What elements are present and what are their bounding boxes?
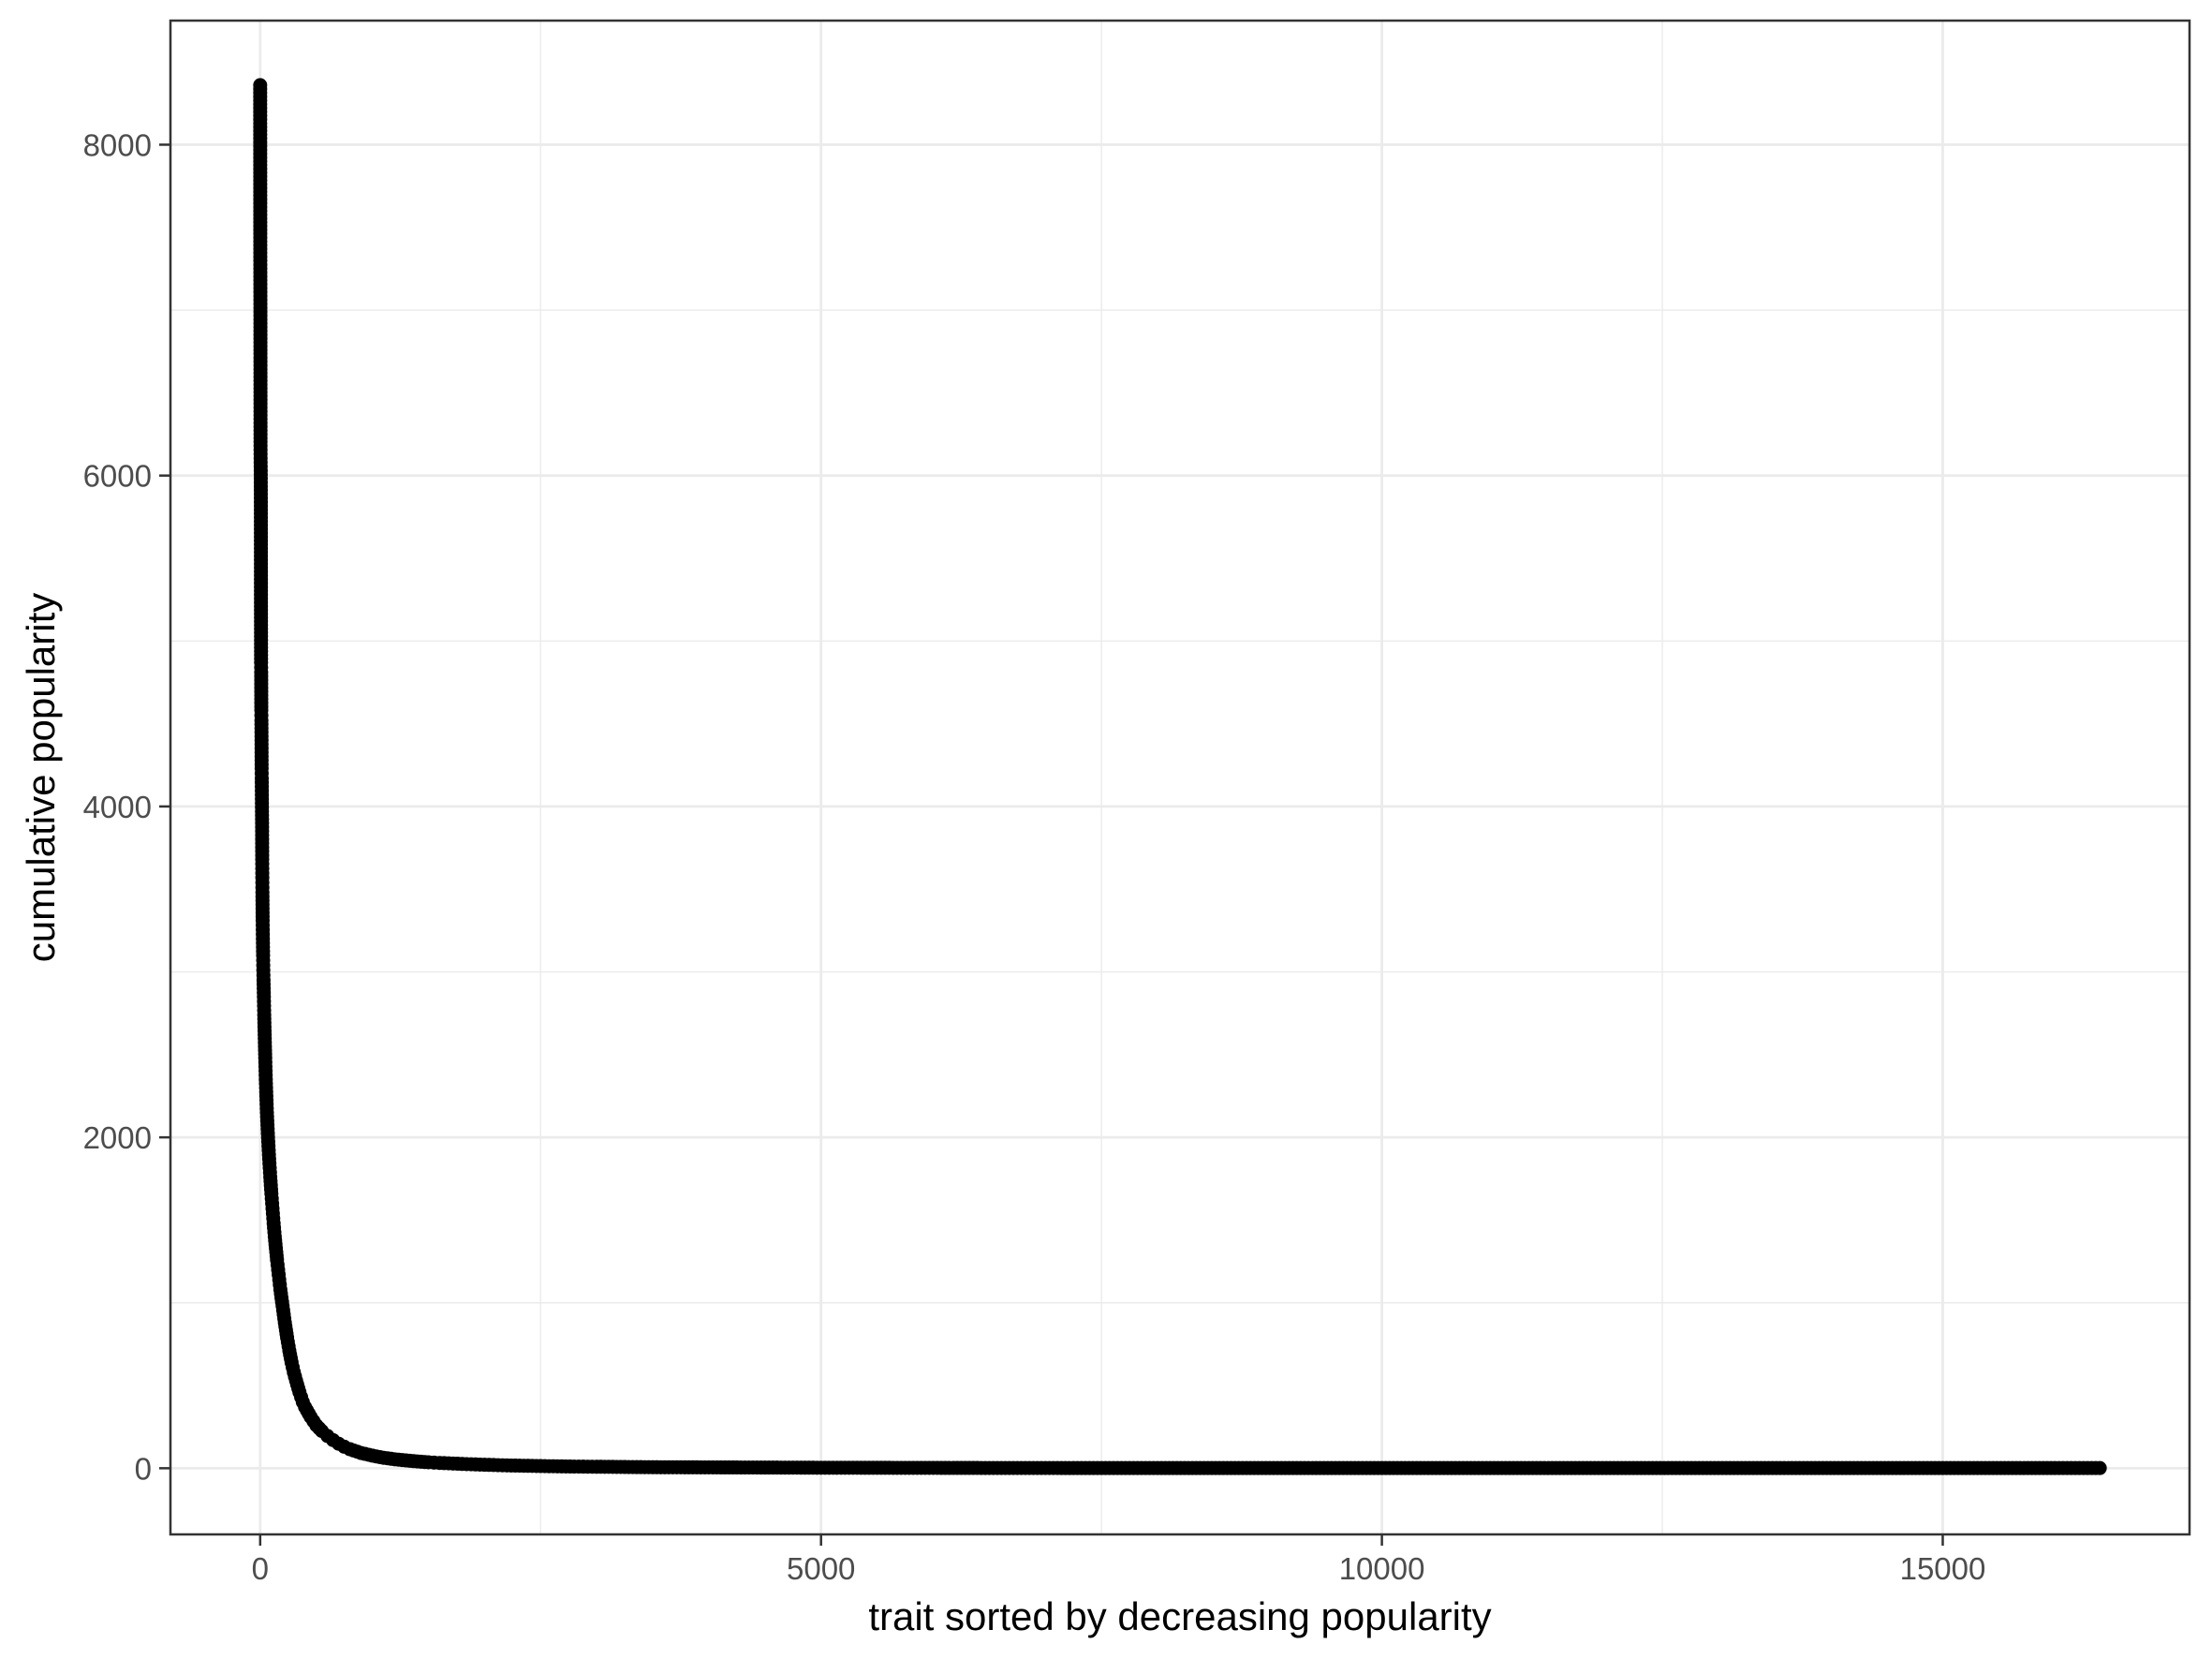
data-point [256, 957, 271, 972]
x-axis-title: trait sorted by decreasing popularity [868, 1594, 1491, 1638]
y-tick-label: 6000 [83, 459, 152, 494]
x-tick-label: 10000 [1339, 1551, 1425, 1586]
y-tick-label: 2000 [83, 1120, 152, 1155]
y-tick-label: 4000 [83, 790, 152, 824]
data-point [312, 1421, 327, 1436]
data-point [426, 1455, 441, 1470]
y-tick-label: 0 [135, 1451, 152, 1486]
x-tick-label: 0 [252, 1551, 269, 1586]
x-tick-label: 15000 [1900, 1551, 1986, 1586]
y-tick-label: 8000 [83, 127, 152, 162]
x-tick-label: 5000 [787, 1551, 855, 1586]
y-axis-title: cumulative popularity [19, 593, 63, 963]
panel-border [169, 19, 2191, 1536]
tick-labels: 0 5000 10000 15000 0 2000 4000 6000 8000 [83, 127, 1986, 1586]
data-points [253, 78, 2107, 1475]
data-point [2088, 1460, 2103, 1475]
grid-layer [170, 21, 2190, 1534]
axis-ticks [159, 143, 1944, 1546]
data-point [294, 1389, 309, 1404]
